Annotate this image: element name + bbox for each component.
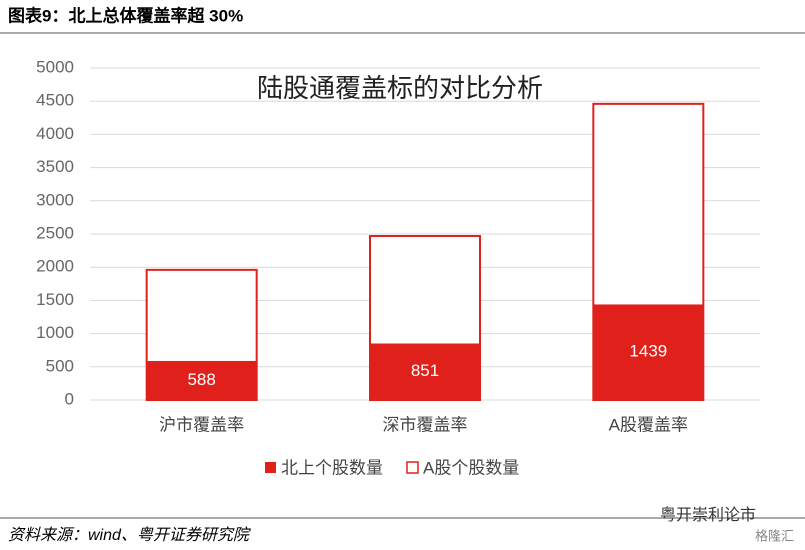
bar	[146, 360, 257, 400]
legend-label: A股个股数量	[423, 458, 519, 477]
legend-swatch	[406, 461, 419, 474]
header: 图表9：北上总体覆盖率超 30%	[8, 5, 243, 25]
chart-title: 陆股通覆盖标的对比分析	[257, 73, 543, 103]
data-label: 851	[411, 361, 439, 380]
y-tick-label: 1000	[36, 323, 74, 342]
x-tick-label: 沪市覆盖率	[159, 415, 244, 434]
legend-label: 北上个股数量	[281, 458, 383, 477]
bar	[593, 304, 704, 400]
y-tick-label: 2500	[36, 223, 74, 242]
y-tick-label: 4000	[36, 124, 74, 143]
y-tick-label: 3500	[36, 157, 74, 176]
y-tick-label: 5000	[36, 57, 74, 76]
x-tick-label: 深市覆盖率	[383, 415, 468, 434]
legend-swatch	[265, 462, 276, 473]
y-tick-label: 0	[65, 389, 74, 408]
watermark: 粤开崇利论市	[660, 505, 756, 524]
data-label: 1439	[629, 342, 667, 361]
data-label: 588	[187, 370, 215, 389]
y-tick-label: 3000	[36, 190, 74, 209]
source: 资料来源：wind、粤开证券研究院	[8, 526, 252, 544]
watermark: 格隆汇	[755, 528, 794, 543]
y-tick-label: 2000	[36, 257, 74, 276]
y-tick-label: 500	[46, 356, 74, 375]
x-tick-label: A股覆盖率	[609, 415, 688, 434]
y-tick-label: 4500	[36, 91, 74, 110]
y-tick-label: 1500	[36, 290, 74, 309]
bar	[370, 343, 480, 400]
